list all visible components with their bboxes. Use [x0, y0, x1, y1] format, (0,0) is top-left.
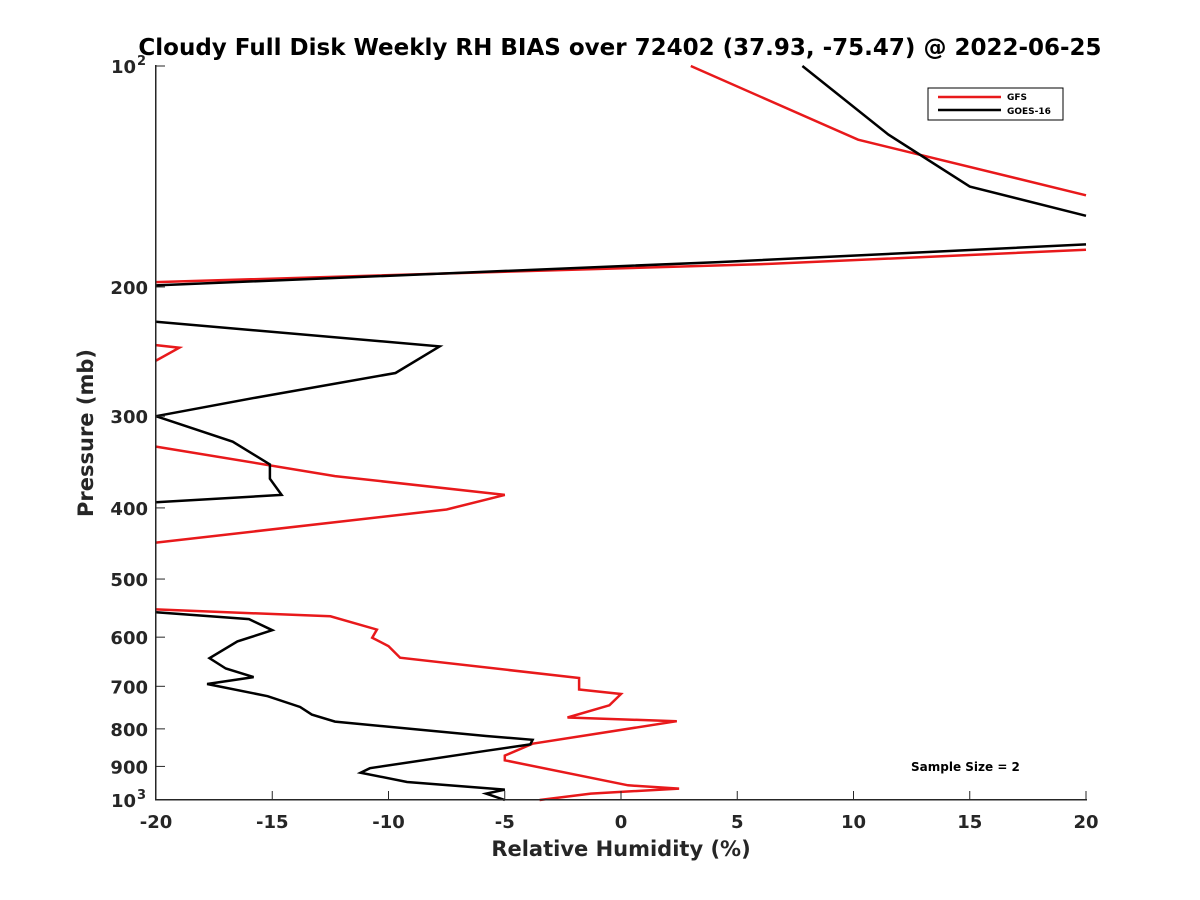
x-tick-label: 0: [615, 812, 628, 833]
y-tick-exponent: 2: [137, 54, 146, 69]
x-tick-label: 20: [1073, 812, 1098, 833]
chart-title: Cloudy Full Disk Weekly RH BIAS over 724…: [138, 35, 1101, 61]
x-tick-label: -5: [495, 812, 515, 833]
legend-label-goes16: GOES-16: [1007, 107, 1051, 117]
y-tick-label: 600: [110, 628, 148, 649]
legend: GFS GOES-16: [927, 87, 1064, 121]
x-tick-label: 5: [731, 812, 744, 833]
series-line-goes16-3: [155, 415, 284, 504]
y-tick-exponent: 3: [137, 788, 146, 803]
x-tick-label: -10: [372, 812, 405, 833]
x-tick-label: -20: [140, 812, 173, 833]
x-ticks: -20 -15 -10 -5 0 5 10 15 20: [140, 791, 1099, 833]
sample-size-annotation: Sample Size = 2: [911, 760, 1020, 774]
y-tick-label: 400: [110, 499, 148, 520]
x-tick-label: 10: [841, 812, 866, 833]
series-line-goes16-4: [155, 611, 535, 802]
series-line-goes16-2: [155, 320, 444, 418]
y-tick-base: 10: [111, 791, 136, 812]
y-tick-label: 800: [110, 720, 148, 741]
y-tick-label: 10: [111, 57, 136, 78]
series-line-gfs-2: [155, 343, 184, 362]
x-axis-label: Relative Humidity (%): [491, 837, 750, 861]
series-line-goes16-1: [155, 243, 1087, 287]
y-tick-label: 900: [110, 757, 148, 778]
series-line-gfs-3: [155, 445, 506, 544]
plot-lines: [155, 64, 1087, 802]
legend-label-gfs: GFS: [1007, 93, 1027, 103]
y-tick-label: 10: [111, 791, 136, 812]
y-tick-label: 700: [110, 677, 148, 698]
series-line-gfs-0: [690, 64, 1087, 197]
y-tick-base: 10: [111, 57, 136, 78]
x-tick-label: -15: [256, 812, 289, 833]
y-tick-label: 200: [110, 278, 148, 299]
series-line-gfs-4: [155, 608, 680, 802]
legend-box: [927, 87, 1064, 121]
plot-frame-left: [155, 65, 157, 800]
y-tick-label: 500: [110, 570, 148, 591]
series-line-goes16-0: [801, 65, 1087, 218]
y-tick-label: 300: [110, 407, 148, 428]
y-axis-label: Pressure (mb): [74, 349, 98, 517]
x-tick-label: 15: [957, 812, 982, 833]
